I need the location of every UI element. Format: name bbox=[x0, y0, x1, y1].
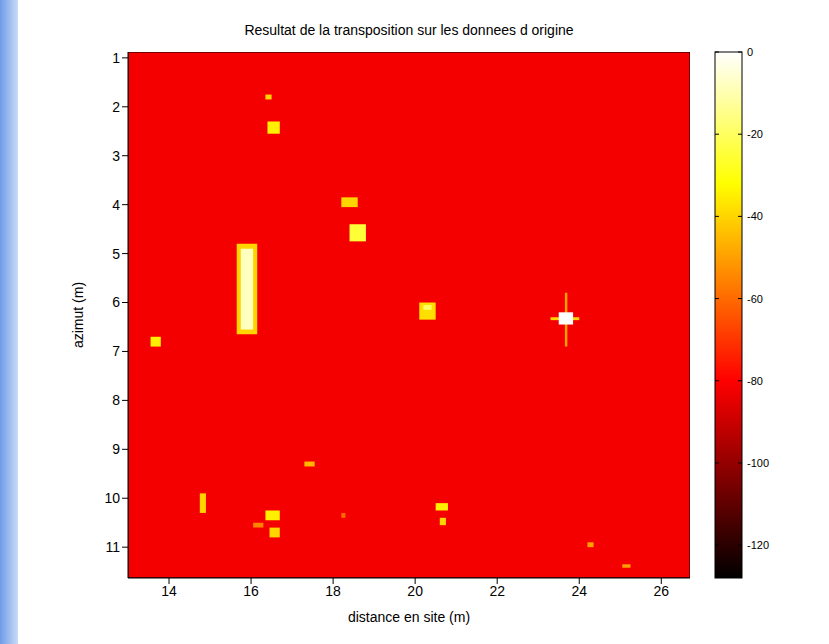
svg-text:5: 5 bbox=[112, 246, 120, 262]
svg-text:10: 10 bbox=[104, 490, 120, 506]
svg-text:3: 3 bbox=[112, 148, 120, 164]
svg-text:18: 18 bbox=[325, 583, 341, 599]
svg-text:8: 8 bbox=[112, 392, 120, 408]
svg-text:-60: -60 bbox=[747, 293, 763, 305]
svg-text:16: 16 bbox=[243, 583, 259, 599]
svg-text:2: 2 bbox=[112, 99, 120, 115]
svg-text:distance en site (m): distance en site (m) bbox=[348, 609, 470, 625]
svg-text:26: 26 bbox=[653, 583, 669, 599]
svg-text:-40: -40 bbox=[747, 210, 763, 222]
svg-text:-120: -120 bbox=[747, 539, 769, 551]
svg-text:-100: -100 bbox=[747, 457, 769, 469]
svg-text:4: 4 bbox=[112, 197, 120, 213]
svg-text:9: 9 bbox=[112, 441, 120, 457]
svg-text:azimut (m): azimut (m) bbox=[70, 282, 86, 348]
svg-text:24: 24 bbox=[571, 583, 587, 599]
svg-text:14: 14 bbox=[161, 583, 177, 599]
svg-text:20: 20 bbox=[407, 583, 423, 599]
svg-text:-20: -20 bbox=[747, 128, 763, 140]
svg-text:1: 1 bbox=[112, 50, 120, 66]
svg-text:6: 6 bbox=[112, 294, 120, 310]
svg-text:22: 22 bbox=[489, 583, 505, 599]
svg-text:7: 7 bbox=[112, 343, 120, 359]
svg-text:-80: -80 bbox=[747, 375, 763, 387]
svg-text:0: 0 bbox=[747, 46, 753, 58]
html-text:Resultat de la transposition s: Resultat de la transposition sur les don… bbox=[244, 22, 574, 38]
svg-text:11: 11 bbox=[105, 539, 120, 555]
